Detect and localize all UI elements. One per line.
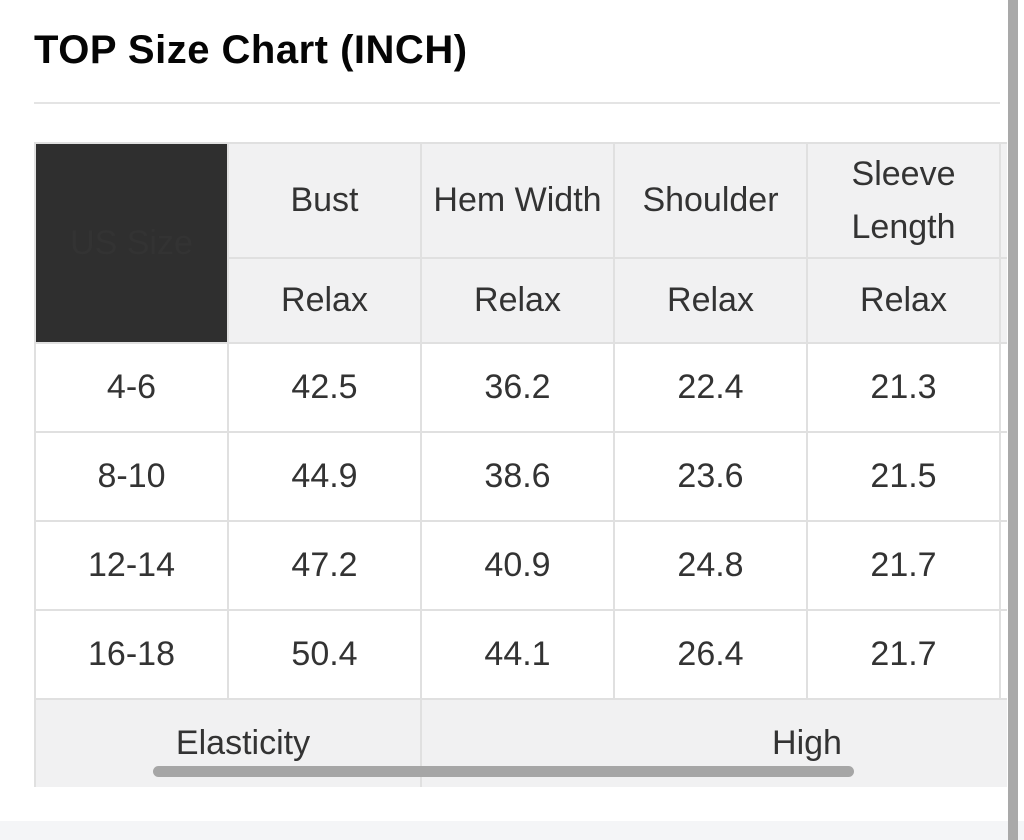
vertical-scrollbar-thumb[interactable]: [1008, 0, 1018, 840]
hem-width-value-cell: 44.1: [420, 609, 615, 700]
fit-cell-shoulder: Relax: [613, 257, 808, 344]
sleeve-length-value-cell: 21.3: [806, 342, 1001, 433]
fit-cell-sleeve-length: Relax: [806, 257, 1001, 344]
corner-header-cell: US Size: [34, 142, 229, 344]
header-row-measurements: US Size Bust Hem Width Shoulder Sleeve L…: [34, 142, 1007, 344]
hem-width-value-cell: 38.6: [420, 431, 615, 522]
column-header-shoulder: Shoulder: [613, 142, 808, 259]
table-row-size-4-6: 4-6 42.5 36.2 22.4 21.3: [34, 342, 1007, 433]
clipped-value-cell: [999, 342, 1007, 433]
size-cell: 8-10: [34, 431, 229, 522]
size-cell: 12-14: [34, 520, 229, 611]
fit-cell-bust: Relax: [227, 257, 422, 344]
clipped-value-cell: [999, 431, 1007, 522]
header-row-fit: Relax Relax Relax Relax: [35, 257, 1007, 344]
clipped-value-cell: [999, 520, 1007, 611]
bottom-band: [0, 821, 1024, 840]
size-cell: 4-6: [34, 342, 229, 433]
shoulder-value-cell: 22.4: [613, 342, 808, 433]
fit-cell-hem-width: Relax: [420, 257, 615, 344]
shoulder-value-cell: 23.6: [613, 431, 808, 522]
bust-value-cell: 47.2: [227, 520, 422, 611]
hem-width-value-cell: 36.2: [420, 342, 615, 433]
shoulder-value-cell: 26.4: [613, 609, 808, 700]
page-title: TOP Size Chart (INCH): [34, 28, 468, 72]
fit-cell-clipped: [999, 257, 1007, 344]
sleeve-length-value-cell: 21.5: [806, 431, 1001, 522]
table-row-size-8-10: 8-10 44.9 38.6 23.6 21.5: [34, 431, 1007, 522]
column-header-bust: Bust: [227, 142, 422, 259]
bust-value-cell: 42.5: [227, 342, 422, 433]
horizontal-scrollbar-thumb[interactable]: [153, 766, 854, 777]
sleeve-length-value-cell: 21.7: [806, 609, 1001, 700]
table-row-size-12-14: 12-14 47.2 40.9 24.8 21.7: [34, 520, 1007, 611]
bust-value-cell: 50.4: [227, 609, 422, 700]
column-header-clipped: [999, 142, 1007, 259]
size-chart-scroll-area[interactable]: US Size Bust Hem Width Shoulder Sleeve L…: [34, 142, 1007, 787]
column-header-sleeve-length: Sleeve Length: [806, 142, 1001, 259]
shoulder-value-cell: 24.8: [613, 520, 808, 611]
size-cell: 16-18: [34, 609, 229, 700]
sleeve-length-value-cell: 21.7: [806, 520, 1001, 611]
clipped-value-cell: [999, 609, 1007, 700]
column-header-hem-width: Hem Width: [420, 142, 615, 259]
size-chart-table: US Size Bust Hem Width Shoulder Sleeve L…: [34, 142, 1007, 787]
bust-value-cell: 44.9: [227, 431, 422, 522]
table-row-size-16-18: 16-18 50.4 44.1 26.4 21.7: [34, 609, 1007, 700]
title-divider: [34, 102, 1000, 104]
hem-width-value-cell: 40.9: [420, 520, 615, 611]
